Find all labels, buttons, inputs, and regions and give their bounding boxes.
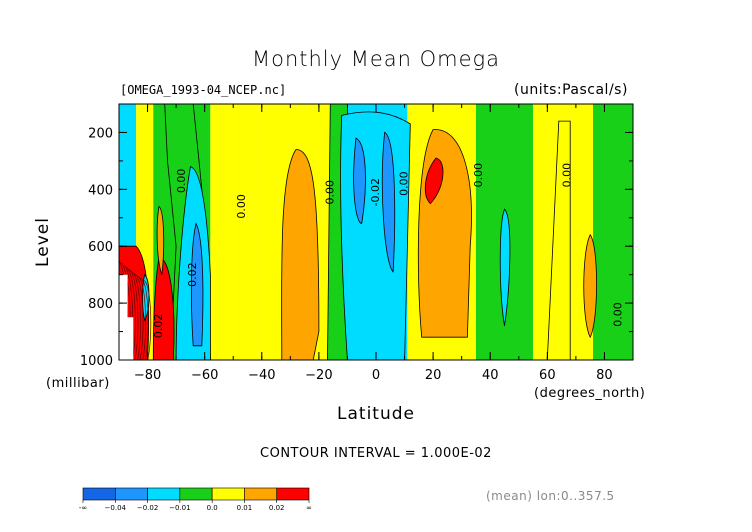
contour-label-8: 0.00 [612, 302, 625, 327]
contour-line [134, 273, 144, 360]
contour-line [141, 280, 152, 360]
contour-region [353, 137, 366, 224]
x-axis-label: Latitude [337, 404, 415, 424]
y-tick-label: 200 [88, 126, 113, 141]
contour-label-7: 0.00 [560, 163, 573, 188]
x-tick-label: 60 [539, 368, 556, 383]
contour-region [417, 129, 472, 338]
colorbar-swatch [179, 487, 213, 501]
footer-mean-text: (mean) lon:0..357.5 [486, 489, 615, 503]
x-tick-label: 20 [425, 368, 442, 383]
contour-line [131, 271, 141, 360]
colorbar-swatch [147, 487, 181, 501]
x-tick-label: 40 [482, 368, 499, 383]
colorbar-swatch [114, 487, 148, 501]
x-tick-label: −60 [191, 368, 218, 383]
x-tick-label: −20 [305, 368, 332, 383]
y-axis-units: (millibar) [46, 376, 110, 391]
contour-region [190, 222, 204, 347]
colorbar-label: 0.01 [237, 504, 253, 512]
contour-region [499, 208, 511, 326]
colorbar-label: −0.04 [105, 504, 127, 512]
y-tick-label: 400 [88, 183, 113, 198]
y-tick-label: 1000 [80, 354, 113, 369]
colorbar-swatch [211, 487, 245, 501]
colorbar-swatch [244, 487, 278, 501]
file-label: [OMEGA_1993-04_NCEP.nc] [120, 83, 287, 97]
contour-region [546, 120, 571, 360]
contour-region [424, 157, 444, 205]
contour-region [233, 104, 259, 360]
colorbar-label: 0.02 [269, 504, 285, 512]
contour-line [139, 278, 149, 360]
contour-label-6: 0.00 [472, 163, 485, 188]
contour-line [126, 267, 136, 360]
contour-line [136, 276, 146, 360]
contour-region [281, 149, 320, 360]
y-tick-label: 800 [88, 297, 113, 312]
colorbar-label: 0.0 [207, 504, 218, 512]
units-label: (units:Pascal/s) [514, 82, 628, 98]
contour-label-2: 0.00 [235, 194, 248, 219]
contour-region [381, 131, 396, 273]
contour-region [156, 205, 165, 275]
contour-label-10: 0.02 [152, 314, 165, 339]
contour-region [210, 104, 234, 360]
contour-region [583, 234, 597, 339]
colorbar-swatch [82, 487, 116, 501]
colorbar-swatch [276, 487, 310, 501]
contour-interval-text: CONTOUR INTERVAL = 1.000E-02 [260, 446, 492, 461]
contour-label-4: -0.02 [369, 178, 382, 206]
chart-title: Monthly Mean Omega [251, 47, 501, 71]
contour-line [129, 269, 139, 360]
x-axis-units: (degrees_north) [534, 386, 646, 401]
x-tick-label: 0 [372, 368, 380, 383]
colorbar-label: ∞ [306, 504, 312, 512]
x-tick-label: −80 [134, 368, 161, 383]
contour-region [593, 104, 633, 360]
x-tick-label: 80 [596, 368, 613, 383]
contour-region [340, 111, 411, 360]
contour-label-9: 0.02 [186, 262, 199, 287]
missing-data-region [119, 274, 134, 360]
contour-label-3: 0.00 [323, 180, 336, 205]
colorbar-label: −0.02 [137, 504, 158, 512]
colorbar-label: −0.01 [169, 504, 190, 512]
x-tick-label: −40 [248, 368, 275, 383]
colorbar-label: -∞ [79, 504, 87, 512]
contour-label-5: 0.00 [398, 171, 411, 196]
contour-label-1: 0.00 [175, 169, 188, 194]
contour-region [152, 257, 175, 360]
y-tick-label: 600 [88, 240, 113, 255]
